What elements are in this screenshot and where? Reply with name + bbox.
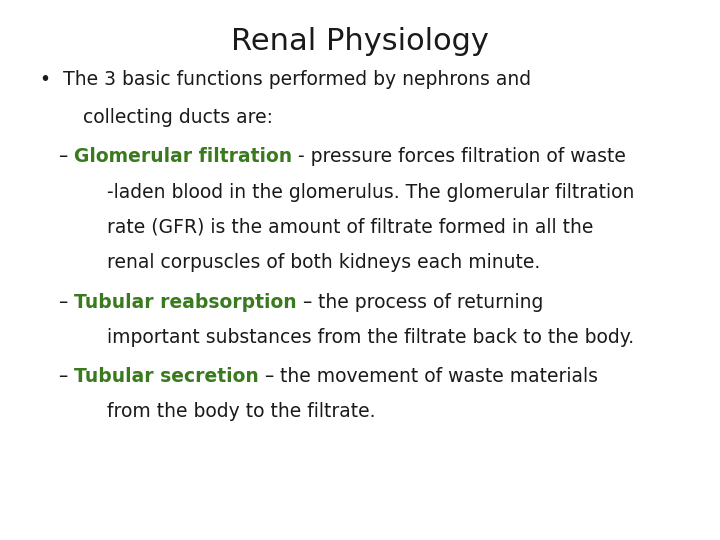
Text: rate (GFR) is the amount of filtrate formed in all the: rate (GFR) is the amount of filtrate for…	[107, 218, 593, 237]
Text: –: –	[59, 147, 74, 166]
Text: the process of returning: the process of returning	[318, 293, 544, 312]
Text: –: –	[259, 367, 280, 386]
Text: the movement of waste materials: the movement of waste materials	[280, 367, 598, 386]
Text: -laden blood in the glomerulus. The glomerular filtration: -laden blood in the glomerulus. The glom…	[107, 183, 634, 201]
Text: –: –	[59, 293, 74, 312]
Text: Glomerular filtration: Glomerular filtration	[74, 147, 292, 166]
Text: –: –	[297, 293, 318, 312]
Text: - pressure forces filtration of waste: - pressure forces filtration of waste	[292, 147, 626, 166]
Text: Tubular reabsorption: Tubular reabsorption	[74, 293, 297, 312]
Text: –: –	[59, 367, 74, 386]
Text: important substances from the filtrate back to the body.: important substances from the filtrate b…	[107, 328, 634, 347]
Text: Renal Physiology: Renal Physiology	[231, 27, 489, 56]
Text: from the body to the filtrate.: from the body to the filtrate.	[107, 402, 375, 421]
Text: •  The 3 basic functions performed by nephrons and: • The 3 basic functions performed by nep…	[40, 70, 531, 89]
Text: Tubular secretion: Tubular secretion	[74, 367, 259, 386]
Text: collecting ducts are:: collecting ducts are:	[83, 108, 273, 127]
Text: renal corpuscles of both kidneys each minute.: renal corpuscles of both kidneys each mi…	[107, 253, 540, 272]
